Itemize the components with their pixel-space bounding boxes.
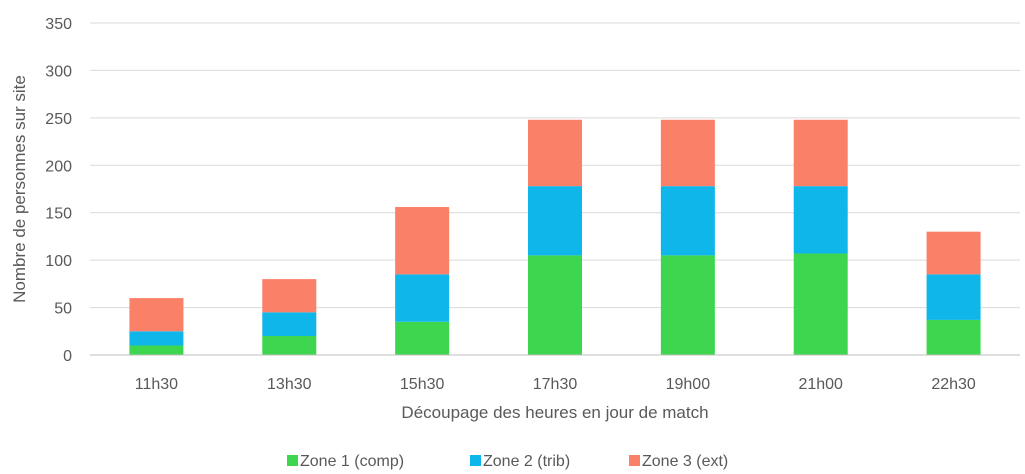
bar-segment [793,253,848,355]
legend-swatch [287,455,298,466]
legend: Zone 1 (comp) Zone 2 (trib) Zone 3 (ext) [287,453,728,470]
bar-segment [660,186,715,256]
bars [129,119,981,355]
bar-segment [660,119,715,187]
x-tick-label: 21h00 [798,376,843,393]
bar-segment [395,321,450,355]
bar-segment [528,119,582,187]
legend-label: Zone 2 (trib) [483,453,570,470]
legend-swatch [470,455,481,466]
y-tick-label: 250 [45,111,72,128]
bar-segment [395,274,450,322]
bar-segment [793,119,848,187]
y-tick-label: 200 [45,158,72,175]
x-axis-title: Découpage des heures en jour de match [401,403,708,422]
y-tick-label: 300 [45,63,72,80]
y-tick-label: 350 [45,16,72,33]
y-tick-label: 0 [63,348,72,365]
y-tick-label: 50 [54,301,72,318]
bar-segment [926,319,981,355]
legend-swatch [629,455,640,466]
bar-segment [262,336,317,355]
x-tick-label: 15h30 [400,376,445,393]
y-tick-label: 150 [45,206,72,223]
bar-segment [793,186,848,254]
bar-segment [129,345,184,355]
bar-segment [660,255,715,355]
bar-segment [528,186,582,256]
x-tick-label: 17h30 [533,376,578,393]
y-tick-label: 100 [45,253,72,270]
x-axis-tick-labels: 11h30 13h30 15h30 17h30 19h00 21h00 22h30 [135,376,976,393]
bar-segment [129,298,184,332]
bar-segment [129,331,184,346]
bar-segment [926,231,981,275]
x-tick-label: 11h30 [135,376,178,393]
bar-segment [262,312,317,337]
x-tick-label: 22h30 [931,376,976,393]
y-axis-title: Nombre de personnes sur site [10,75,29,303]
legend-label: Zone 3 (ext) [642,453,728,470]
y-axis-tick-labels: 0 50 100 150 200 250 300 350 [45,16,72,365]
legend-label: Zone 1 (comp) [300,453,404,470]
bar-segment [262,279,317,313]
bar-segment [926,274,981,320]
bar-segment [528,255,582,355]
x-tick-label: 19h00 [666,376,711,393]
bar-segment [395,207,450,275]
x-tick-label: 13h30 [267,376,312,393]
